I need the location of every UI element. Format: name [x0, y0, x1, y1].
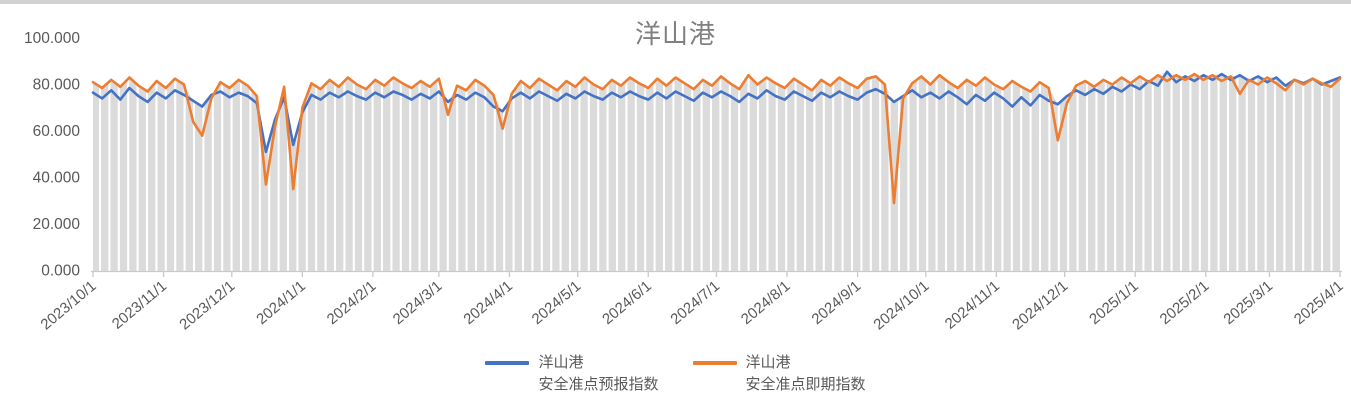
chart-title: 洋山港	[634, 19, 716, 49]
y-tick-label: 60.000	[33, 123, 81, 140]
x-tick-label: 2025/4/1	[1291, 278, 1347, 329]
x-tick-label: 2023/12/1	[176, 278, 238, 334]
x-tick-label: 2024/6/1	[599, 278, 655, 329]
x-tick-label: 2025/2/1	[1157, 278, 1213, 329]
x-axis-labels: 2023/10/1 2023/11/1 2023/12/1 2024/1/1 2024/…	[38, 278, 1347, 334]
x-tick-label: 2023/11/1	[109, 278, 170, 333]
panel-top-border	[0, 0, 1351, 4]
spot-line-swatch	[692, 361, 737, 365]
x-tick-label: 2024/11/1	[942, 278, 1003, 333]
spot-index-line	[91, 72, 1342, 205]
legend-item-spot[interactable]: 洋山港 安全准点即期指数	[692, 352, 866, 396]
legend-label-spot-line1: 洋山港	[745, 354, 791, 371]
x-tick-label: 2024/5/1	[529, 278, 585, 329]
x-tick-label: 2024/7/1	[667, 278, 723, 329]
y-tick-label: 0.000	[41, 263, 80, 280]
background-area	[93, 71, 1340, 272]
x-tick-label: 2024/3/1	[390, 278, 446, 329]
x-axis	[91, 270, 1342, 277]
y-tick-label: 80.000	[33, 77, 81, 94]
y-axis-labels: 100.000 80.000 60.000 40.000 20.000 0.000	[24, 30, 80, 280]
x-tick-label: 2024/4/1	[460, 278, 516, 329]
x-tick-label: 2025/3/1	[1220, 278, 1276, 329]
legend-label-forecast: 洋山港 安全准点预报指数	[538, 352, 658, 396]
y-tick-label: 40.000	[33, 170, 81, 187]
x-tick-label: 2023/10/1	[38, 278, 100, 334]
x-tick-label: 2024/2/1	[324, 278, 380, 329]
x-tick-label: 2024/12/1	[1009, 278, 1071, 334]
x-tick-label: 2024/1/1	[253, 278, 309, 329]
x-tick-label: 2024/9/1	[808, 278, 864, 329]
legend-label-forecast-line1: 洋山港	[538, 354, 584, 371]
legend-label-forecast-line2: 安全准点预报指数	[538, 375, 659, 393]
x-tick-label: 2024/8/1	[738, 278, 794, 329]
legend-label-spot-line2: 安全准点即期指数	[745, 375, 866, 393]
y-tick-label: 20.000	[33, 216, 81, 233]
y-tick-label: 100.000	[24, 30, 80, 47]
x-tick-label: 2024/10/1	[870, 278, 932, 334]
forecast-line-swatch	[485, 361, 530, 365]
legend-label-spot: 洋山港 安全准点即期指数	[746, 352, 866, 396]
chart-legend: 洋山港 安全准点预报指数 洋山港 安全准点即期指数	[0, 352, 1351, 396]
legend-item-forecast[interactable]: 洋山港 安全准点预报指数	[485, 352, 659, 396]
x-tick-label: 2025/1/1	[1086, 278, 1142, 329]
